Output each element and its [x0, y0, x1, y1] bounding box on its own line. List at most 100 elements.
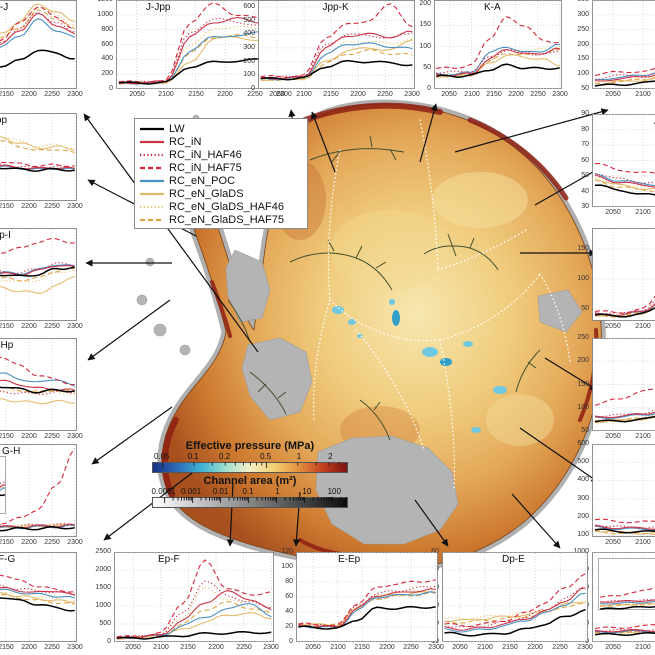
series-line-RC_eN_GlaDS_HAF46 — [594, 176, 655, 188]
x-tick-label: 2150 — [486, 91, 502, 98]
series-line-RC_eN_POC — [594, 172, 655, 187]
panel-c-cp: 50100150200250205021002150C-Cp — [560, 334, 655, 444]
x-tick-label: 2150 — [0, 91, 14, 98]
x-tick-label: 2200 — [208, 644, 224, 651]
x-tick-label: 2150 — [188, 91, 204, 98]
series-line-RC_iN — [298, 588, 436, 628]
series-line-LW — [0, 526, 75, 532]
legend-item-RC_iN_HAF46: RC_iN_HAF46 — [139, 148, 303, 161]
x-tick-label: 2200 — [21, 644, 37, 651]
plot-frame — [592, 444, 655, 537]
series-line-RC_eN_GlaDS_HAF75 — [0, 267, 75, 282]
panel-b-c: 50100150205021002150B-C — [560, 228, 655, 334]
y-tick-label: 50 — [581, 85, 589, 92]
panel-title: H-Hp — [0, 340, 14, 351]
series-line-RC_eN_GlaDS_HAF75 — [0, 9, 75, 39]
series-line-RC_iN — [594, 524, 655, 530]
x-tick-label: 2050 — [441, 91, 457, 98]
y-tick-label: 400 — [243, 30, 255, 37]
x-tick-label: 2050 — [269, 91, 285, 98]
y-tick-label: 1200 — [96, 0, 113, 4]
x-tick-label: 2150 — [0, 433, 14, 440]
y-tick-label: 200 — [101, 70, 113, 77]
series-line-RC_eN_GlaDS_HAF46 — [0, 7, 75, 38]
series-line-RC_eN_GlaDS — [298, 591, 436, 627]
legend-item-LW: LW — [139, 122, 303, 135]
y-tick-label: 100 — [577, 404, 589, 411]
panel-dp-e: 102030405060205021002150220022502300Dp-E — [422, 548, 593, 655]
series-line-RC_eN_GlaDS — [0, 524, 75, 529]
plot-frame — [592, 228, 655, 321]
x-tick-label: 2300 — [552, 91, 568, 98]
legend-swatch-dashed — [140, 218, 164, 221]
series-line-RC_eN_POC — [594, 525, 655, 531]
legend-swatch-solid — [140, 127, 164, 130]
subglacial-lakes — [332, 299, 507, 433]
series-line-RC_eN_GlaDS_HAF75 — [594, 306, 655, 318]
series-line-RC_iN_HAF75 — [444, 573, 586, 628]
y-tick-label: 100 — [577, 275, 589, 282]
series-line-LW — [116, 630, 272, 640]
series-line-RC_iN_HAF75 — [436, 16, 560, 70]
map-to-panel-arrow — [103, 469, 197, 541]
series-line-RC_iN — [0, 265, 75, 276]
y-tick-label: 400 — [577, 476, 589, 483]
legend-label: RC_iN — [169, 135, 202, 148]
ross-ice-shelf — [315, 435, 459, 545]
x-tick-label: 2050 — [129, 91, 145, 98]
y-tick-label: 200 — [419, 0, 431, 7]
y-tick-label: 250 — [577, 334, 589, 341]
panel-title: F-G — [0, 554, 16, 565]
x-tick-label: 2050 — [605, 433, 621, 440]
series-line-RC_iN — [0, 12, 75, 46]
x-tick-label: 2200 — [527, 644, 543, 651]
x-tick-label: 2150 — [0, 203, 14, 210]
panel-title: Ipp-J — [0, 2, 9, 13]
x-tick-label: 2100 — [635, 433, 651, 440]
series-line-RC_iN_HAF75 — [594, 295, 655, 314]
y-tick-label: 600 — [577, 440, 589, 447]
y-tick-label: 0 — [107, 638, 111, 645]
y-tick-label: 600 — [101, 41, 113, 48]
x-tick-label: 2200 — [21, 203, 37, 210]
legend-swatch-solid — [140, 192, 164, 195]
x-tick-label: 2100 — [477, 644, 493, 651]
y-tick-label: 600 — [243, 3, 255, 10]
channel-colorbar-ticks: 0.0001 0.001 0.01 0.1 1 10 100 — [152, 487, 348, 497]
legend-label: RC_eN_GlaDS_HAF46 — [169, 200, 284, 213]
series-line-RC_eN_GlaDS_HAF75 — [594, 77, 655, 85]
x-tick-label: 2300 — [577, 644, 593, 651]
legend-label: LW — [169, 122, 185, 135]
series-line-RC_eN_POC — [600, 600, 655, 605]
series-line-LW — [594, 307, 655, 318]
x-tick-label: 2250 — [44, 433, 60, 440]
series-line-LW — [594, 415, 655, 423]
x-tick-label: 2250 — [403, 644, 419, 651]
series-line-LW — [594, 184, 655, 196]
legend-swatch-dotted — [140, 205, 164, 208]
pressure-colorbar-ticks: 0.05 0.1 0.2 0.5 1 2 — [152, 452, 348, 462]
x-tick-label: 2100 — [635, 539, 651, 546]
y-tick-label: 2000 — [95, 566, 111, 573]
series-line-RC_eN_GlaDS_HAF75 — [0, 140, 75, 154]
x-tick-label: 2150 — [0, 644, 14, 651]
series-line-RC_iN_HAF75 — [600, 586, 655, 598]
x-tick-label: 2200 — [379, 644, 395, 651]
series-line-RC_eN_GlaDS_HAF75 — [0, 594, 75, 605]
plot-frame — [0, 444, 77, 537]
inset-plot — [0, 456, 6, 514]
series-line-RC_iN_HAF46 — [118, 17, 285, 84]
y-tick-label: 80 — [285, 578, 293, 585]
y-tick-label: 70 — [581, 141, 589, 148]
y-tick-label: 500 — [99, 620, 111, 627]
x-tick-label: 2150 — [354, 644, 370, 651]
x-tick-label: 2100 — [158, 91, 174, 98]
panel-title: I-Ipp — [0, 115, 8, 126]
panel-title: Ep-F — [158, 554, 180, 565]
series-line-RC_iN_HAF75 — [260, 3, 413, 79]
y-tick-label: 50 — [581, 305, 589, 312]
y-tick-label: 100 — [419, 43, 431, 50]
legend-swatch-dotted — [140, 153, 164, 156]
series-line-RC_iN — [444, 587, 586, 631]
y-tick-label: 150 — [419, 21, 431, 28]
